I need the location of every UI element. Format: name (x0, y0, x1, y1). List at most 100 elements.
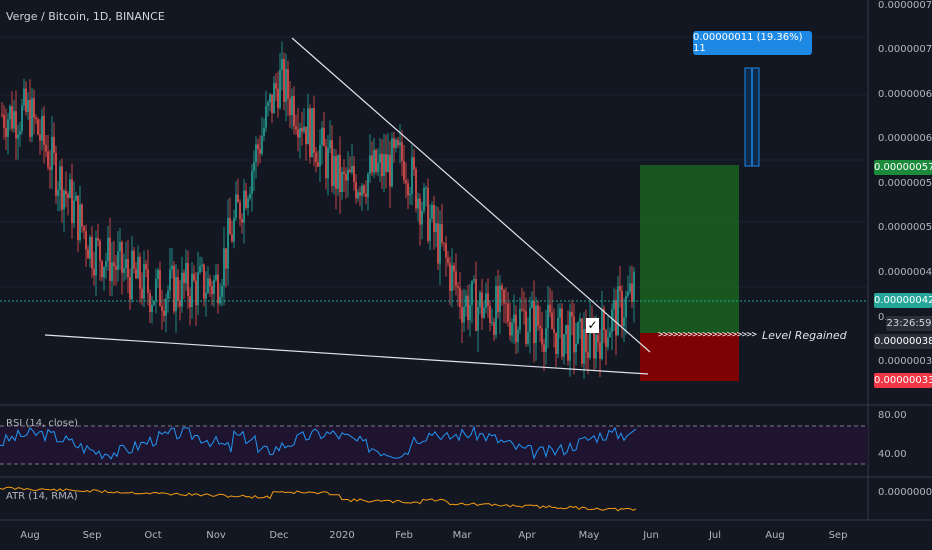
candle-body (249, 193, 251, 199)
candle-body (57, 189, 59, 196)
candle-body (227, 218, 229, 269)
candle-body (503, 289, 505, 304)
time-label-sep: Sep (82, 530, 102, 541)
candles-group (1, 41, 635, 380)
candle-body (219, 296, 221, 304)
candle-body (385, 154, 387, 173)
level-regained-label: Level Regained (762, 329, 847, 342)
candle-body (103, 266, 105, 278)
candle-body (323, 127, 325, 147)
candle-body (97, 237, 99, 241)
candle-body (391, 138, 393, 187)
candle-body (65, 190, 67, 195)
candle-body (499, 285, 501, 313)
candle-body (51, 136, 53, 170)
candle-body (355, 182, 357, 199)
candle-body (633, 271, 635, 302)
atr-label[interactable]: ATR (14, RMA) (6, 491, 78, 502)
candle-body (425, 187, 427, 189)
stop-price-tag: 0.00000033 (874, 373, 932, 388)
candle-body (223, 248, 225, 286)
candle-body (261, 136, 263, 154)
candle-body (271, 94, 273, 114)
candle-body (85, 231, 87, 250)
checkmark-icon[interactable]: ✓ (586, 318, 599, 333)
candle-body (457, 286, 459, 288)
candle-body (19, 131, 21, 135)
candle-body (407, 183, 409, 196)
candle-body (455, 271, 457, 287)
candle-body (137, 256, 139, 279)
candle-body (157, 270, 159, 279)
candle-body (605, 330, 607, 347)
time-label-feb: Feb (395, 530, 413, 541)
candle-body (543, 344, 545, 352)
target-zone[interactable] (640, 165, 739, 333)
candle-body (129, 276, 131, 300)
candle-body (389, 154, 391, 187)
candle-body (125, 259, 127, 269)
candle-body (159, 270, 161, 306)
candle-body (569, 311, 571, 361)
rsi-line (0, 425, 637, 460)
measure-label[interactable]: 0.00000011 (19.36%) 11 (693, 31, 812, 55)
candle-body (435, 223, 437, 232)
candle-body (207, 278, 209, 293)
rsi-label[interactable]: RSI (14, close) (6, 418, 79, 429)
candle-body (237, 194, 239, 203)
candle-body (571, 311, 573, 317)
candle-body (547, 304, 549, 329)
candle-body (3, 114, 5, 129)
time-label-jul: Jul (708, 530, 722, 541)
candle-body (101, 261, 103, 278)
candle-body (487, 293, 489, 306)
resistance-trendline[interactable] (291, 37, 651, 353)
candle-body (245, 190, 247, 208)
candle-body (289, 98, 291, 116)
candle-body (185, 262, 187, 284)
candle-body (59, 166, 61, 190)
candle-body (257, 144, 259, 149)
candle-body (453, 265, 455, 272)
candle-body (585, 329, 587, 353)
candle-body (595, 334, 597, 359)
stop-zone[interactable] (640, 333, 739, 381)
candle-body (459, 287, 461, 308)
candle-body (77, 195, 79, 240)
candle-body (317, 161, 319, 167)
candle-body (377, 162, 379, 172)
candle-body (331, 140, 333, 186)
price-label-65: 0.00000065 (878, 89, 932, 100)
candle-body (419, 198, 421, 225)
candle-body (553, 329, 555, 333)
candle-body (467, 295, 469, 321)
candle-body (191, 273, 193, 308)
support-trendline[interactable] (44, 334, 649, 375)
candle-body (275, 83, 277, 89)
candle-body (183, 272, 185, 284)
candle-body (413, 157, 415, 170)
candle-body (551, 312, 553, 330)
candle-body (95, 237, 97, 276)
candle-body (255, 144, 257, 163)
candle-body (273, 83, 275, 114)
candle-body (409, 193, 411, 196)
price-label-35: 0.00000035 (878, 356, 932, 367)
candle-body (577, 322, 579, 344)
candle-body (439, 224, 441, 264)
candle-body (153, 301, 155, 305)
candle-body (509, 321, 511, 336)
candle-body (505, 303, 507, 305)
candle-body (69, 179, 71, 198)
symbol-title[interactable]: Verge / Bitcoin, 1D, BINANCE (6, 10, 165, 23)
candle-body (247, 198, 249, 208)
candle-body (521, 308, 523, 310)
candle-body (225, 248, 227, 269)
candle-body (111, 262, 113, 282)
candle-body (309, 108, 311, 158)
candle-body (155, 278, 157, 302)
price-label-75: 0.00000075 (878, 0, 932, 11)
candle-body (441, 224, 443, 243)
